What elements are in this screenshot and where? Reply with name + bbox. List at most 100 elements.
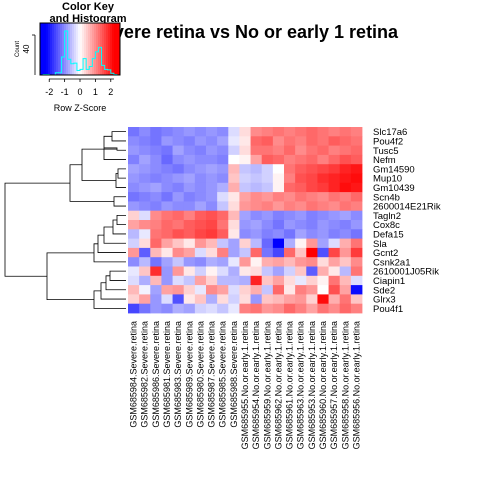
heatmap-cell: [217, 266, 229, 277]
dendrogram-branch: [103, 226, 126, 244]
heatmap-cell: [272, 145, 285, 156]
heatmap-cell: [150, 303, 162, 314]
color-key-x-label: Row Z-Score: [54, 103, 107, 113]
heatmap-cell: [183, 136, 196, 146]
heatmap-cell: [128, 164, 140, 174]
heatmap-cell: [183, 220, 196, 230]
heatmap-cell: [272, 210, 285, 221]
heatmap-cell: [272, 238, 285, 249]
heatmap-cell: [217, 164, 229, 174]
heatmap-cell: [194, 182, 207, 193]
heatmap-cell: [272, 285, 285, 295]
heatmap-cell: [295, 154, 307, 165]
heatmap-cell: [239, 182, 251, 193]
heatmap-cell: [272, 192, 285, 202]
heatmap-cell: [128, 145, 140, 156]
heatmap-cell: [250, 229, 263, 239]
color-key-swatch: [40, 23, 43, 75]
heatmap-cell: [128, 136, 140, 146]
dendrogram-branch: [112, 219, 126, 235]
heatmap-cell: [284, 220, 296, 230]
heatmap-cell: [206, 192, 218, 202]
heatmap-cell: [250, 154, 263, 165]
heatmap-cell: [261, 164, 274, 174]
heatmap-cell: [206, 238, 218, 249]
heatmap-cell: [261, 173, 274, 184]
heatmap-cell: [161, 145, 173, 156]
heatmap-cell: [261, 136, 274, 146]
heatmap-cell: [161, 229, 173, 239]
heatmap-cell: [306, 210, 318, 221]
heatmap-cell: [206, 210, 218, 221]
heatmap-cell: [339, 238, 352, 249]
heatmap-cell: [228, 294, 240, 305]
dendrogram-branch: [97, 234, 126, 253]
row-label: 2610001J05Rik: [373, 267, 439, 278]
heatmap-cell: [206, 229, 218, 239]
heatmap-cell: [328, 154, 341, 165]
heatmap-cell: [194, 127, 207, 137]
heatmap-cell: [328, 127, 341, 137]
heatmap-cell: [139, 145, 151, 156]
heatmap-cell: [350, 164, 363, 174]
heatmap-cell: [261, 294, 274, 305]
heatmap-cell: [272, 266, 285, 277]
heatmap-cell: [161, 136, 173, 146]
heatmap-cell: [128, 266, 140, 277]
heatmap-cell: [284, 210, 296, 221]
heatmap-cell: [228, 201, 240, 212]
heatmap-cell: [295, 275, 307, 286]
heatmap-cell: [306, 294, 318, 305]
heatmap-cell: [339, 294, 352, 305]
heatmap-cell: [261, 229, 274, 239]
heatmap-cell: [306, 238, 318, 249]
heatmap-cell: [317, 294, 329, 305]
heatmap-cell: [295, 285, 307, 295]
heatmap-cell: [272, 303, 285, 314]
heatmap-cell: [206, 285, 218, 295]
heatmap-cell: [339, 182, 352, 193]
heatmap-cell: [139, 285, 151, 295]
heatmap-cell: [284, 247, 296, 258]
heatmap-cell: [306, 192, 318, 202]
heatmap-cell: [217, 275, 229, 286]
heatmap-cell: [139, 266, 151, 277]
heatmap-cell: [139, 210, 151, 221]
heatmap-cell: [350, 294, 363, 305]
heatmap-cell: [139, 220, 151, 230]
heatmap-cell: [317, 136, 329, 146]
color-key-swatch: [70, 23, 73, 75]
color-key-swatch: [108, 23, 111, 75]
heatmap-cell: [161, 257, 173, 267]
heatmap-cell: [339, 266, 352, 277]
color-key-gradient: [40, 23, 121, 75]
heatmap-cell: [306, 145, 318, 156]
color-key-swatch: [50, 23, 53, 75]
heatmap-cell: [295, 303, 307, 314]
heatmap-cell: [250, 266, 263, 277]
heatmap-cell: [272, 173, 285, 184]
heatmap-cell: [150, 164, 162, 174]
heatmap-cell: [172, 173, 185, 184]
heatmap-cell: [339, 154, 352, 165]
heatmap-cell: [206, 275, 218, 286]
heatmap-cell: [328, 173, 341, 184]
row-label: Pou4f1: [373, 304, 403, 315]
color-key-swatch: [64, 23, 67, 75]
heatmap-cell: [317, 201, 329, 212]
heatmap-cell: [339, 210, 352, 221]
column-label: GSM685981.Severe.retina: [162, 321, 172, 428]
heatmap-cell: [217, 220, 229, 230]
color-key-swatch: [92, 23, 95, 75]
heatmap-cell: [317, 257, 329, 267]
heatmap-cell: [150, 136, 162, 146]
heatmap-cell: [306, 303, 318, 314]
column-label: GSM685982.Severe.retina: [140, 321, 150, 428]
heatmap-cell: [317, 164, 329, 174]
heatmap-cell: [183, 303, 196, 314]
heatmap-cell: [128, 238, 140, 249]
heatmap-cell: [172, 210, 185, 221]
heatmap-cell: [284, 136, 296, 146]
heatmap-cell: [139, 303, 151, 314]
row-dendrogram: [4, 131, 126, 309]
